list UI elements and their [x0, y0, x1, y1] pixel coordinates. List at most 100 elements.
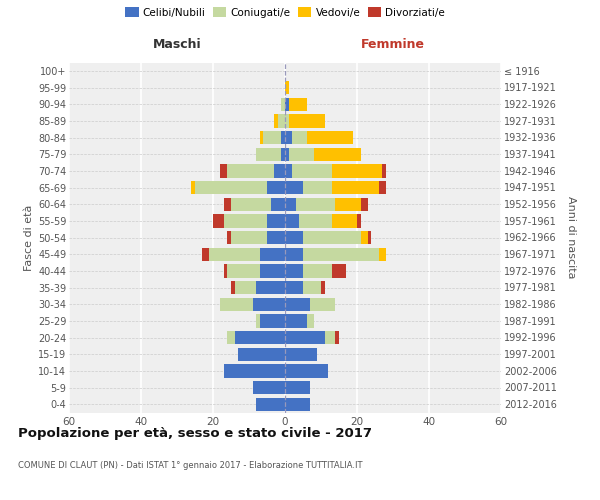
Bar — [267, 214, 285, 228]
Text: Maschi: Maschi — [152, 38, 202, 51]
Bar — [231, 198, 271, 211]
Bar — [285, 131, 292, 144]
Bar — [285, 298, 310, 311]
Bar — [368, 231, 371, 244]
Bar — [335, 198, 361, 211]
Bar — [231, 231, 267, 244]
Bar — [303, 281, 321, 294]
Bar — [227, 331, 235, 344]
Bar — [307, 131, 353, 144]
Bar — [256, 281, 285, 294]
Bar — [292, 164, 332, 177]
Bar — [281, 131, 285, 144]
Bar — [332, 214, 357, 228]
Bar — [289, 98, 307, 111]
Bar — [303, 231, 361, 244]
Bar — [260, 131, 263, 144]
Bar — [307, 314, 314, 328]
Bar — [224, 264, 227, 278]
Bar — [195, 181, 267, 194]
Bar — [220, 164, 227, 177]
Bar — [332, 181, 379, 194]
Bar — [260, 248, 285, 261]
Bar — [303, 248, 379, 261]
Bar — [256, 314, 260, 328]
Bar — [285, 281, 303, 294]
Bar — [332, 264, 346, 278]
Bar — [224, 198, 231, 211]
Bar — [285, 348, 317, 361]
Text: Popolazione per età, sesso e stato civile - 2017: Popolazione per età, sesso e stato civil… — [18, 428, 372, 440]
Bar — [285, 214, 299, 228]
Y-axis label: Fasce di età: Fasce di età — [23, 204, 34, 270]
Bar — [285, 381, 310, 394]
Bar — [303, 264, 332, 278]
Bar — [289, 148, 314, 161]
Bar — [325, 331, 335, 344]
Bar — [296, 198, 335, 211]
Text: COMUNE DI CLAUT (PN) - Dati ISTAT 1° gennaio 2017 - Elaborazione TUTTITALIA.IT: COMUNE DI CLAUT (PN) - Dati ISTAT 1° gen… — [18, 461, 362, 470]
Bar — [285, 314, 307, 328]
Bar — [361, 198, 368, 211]
Bar — [281, 98, 285, 111]
Bar — [281, 148, 285, 161]
Bar — [289, 114, 325, 128]
Bar — [321, 281, 325, 294]
Bar — [209, 248, 260, 261]
Bar — [285, 148, 289, 161]
Bar — [285, 81, 289, 94]
Bar — [260, 314, 285, 328]
Bar — [224, 214, 267, 228]
Bar — [285, 364, 328, 378]
Bar — [285, 331, 325, 344]
Bar — [310, 298, 335, 311]
Bar — [285, 398, 310, 411]
Bar — [285, 198, 296, 211]
Bar — [227, 264, 260, 278]
Bar — [303, 181, 332, 194]
Bar — [202, 248, 209, 261]
Bar — [278, 114, 285, 128]
Bar — [256, 398, 285, 411]
Bar — [238, 348, 285, 361]
Bar — [235, 331, 285, 344]
Bar — [285, 164, 292, 177]
Text: Femmine: Femmine — [361, 38, 425, 51]
Bar — [274, 114, 278, 128]
Bar — [299, 214, 332, 228]
Bar — [231, 281, 235, 294]
Bar — [267, 231, 285, 244]
Y-axis label: Anni di nascita: Anni di nascita — [566, 196, 576, 278]
Bar — [274, 164, 285, 177]
Bar — [260, 264, 285, 278]
Bar — [285, 114, 289, 128]
Bar — [285, 264, 303, 278]
Bar — [227, 231, 231, 244]
Bar — [292, 131, 307, 144]
Bar — [314, 148, 361, 161]
Bar — [220, 298, 253, 311]
Bar — [224, 364, 285, 378]
Bar — [267, 181, 285, 194]
Bar — [361, 231, 368, 244]
Bar — [335, 331, 339, 344]
Bar — [256, 148, 281, 161]
Bar — [285, 231, 303, 244]
Bar — [253, 381, 285, 394]
Bar — [213, 214, 224, 228]
Bar — [227, 164, 274, 177]
Bar — [382, 164, 386, 177]
Bar — [285, 248, 303, 261]
Bar — [357, 214, 361, 228]
Bar — [253, 298, 285, 311]
Bar — [379, 248, 386, 261]
Bar — [263, 131, 281, 144]
Bar — [332, 164, 382, 177]
Bar — [235, 281, 256, 294]
Bar — [379, 181, 386, 194]
Bar — [271, 198, 285, 211]
Bar — [191, 181, 195, 194]
Bar — [285, 181, 303, 194]
Legend: Celibi/Nubili, Coniugati/e, Vedovi/e, Divorziati/e: Celibi/Nubili, Coniugati/e, Vedovi/e, Di… — [123, 5, 447, 20]
Bar — [285, 98, 289, 111]
